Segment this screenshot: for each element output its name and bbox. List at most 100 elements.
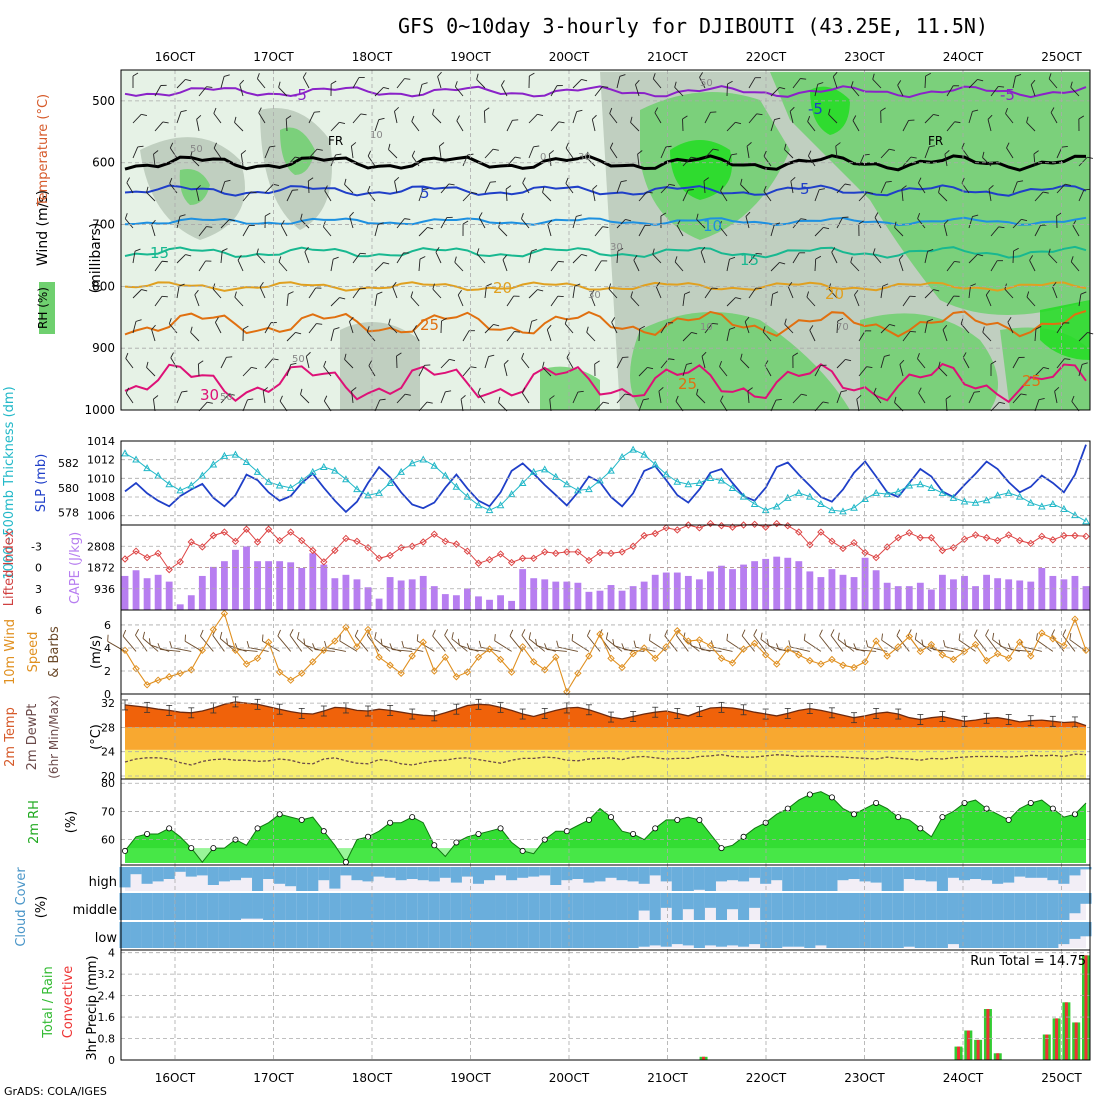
top-date-label: 24OCT	[943, 50, 984, 64]
cape-bar	[188, 595, 195, 610]
rh-point	[343, 860, 348, 865]
cape-bar	[475, 596, 482, 610]
cape-bar	[508, 601, 515, 610]
cape-bar	[552, 582, 559, 610]
cloud-low-bar	[374, 922, 385, 948]
cape-bar	[829, 569, 836, 610]
precip-tick-label: 2.4	[98, 990, 116, 1003]
cape-bar	[729, 569, 736, 610]
barb-flag	[302, 639, 307, 646]
rh-contour-label: 0	[540, 152, 546, 163]
bottom-date-label: 22OCT	[746, 1071, 787, 1085]
temp-contour-label: 25	[678, 375, 697, 393]
pressure-tick-label: 1000	[84, 403, 115, 417]
rh-point	[1028, 800, 1033, 805]
thickness-point	[122, 450, 128, 456]
surface-wind-barb	[802, 634, 824, 652]
bottom-date-label: 23OCT	[844, 1071, 885, 1085]
cloud-high-bar	[462, 867, 473, 877]
barb-staff	[392, 650, 412, 652]
barb-staff	[510, 636, 523, 652]
surface-wind-barb	[818, 630, 837, 652]
dewpoint-band	[125, 750, 1086, 779]
cape-bar	[365, 587, 372, 610]
cape-bar	[784, 558, 791, 610]
cloud-high-bar	[153, 867, 164, 881]
cloud-middle-bar	[296, 893, 307, 920]
barb-flag	[225, 638, 230, 645]
barb-staff	[123, 636, 136, 651]
rh-point	[1050, 806, 1055, 811]
cloud-high-bar	[1025, 867, 1036, 878]
cloud-high-bar	[661, 867, 672, 881]
cape-bar	[707, 571, 714, 610]
cape-bar	[740, 565, 747, 610]
cloud-high-bar	[351, 867, 362, 880]
cloud-middle-bar	[804, 893, 815, 920]
cape-bar	[928, 590, 935, 610]
cloud-middle-bar	[815, 893, 826, 920]
cloud-middle-bar	[407, 893, 418, 920]
barb-flag	[836, 633, 842, 640]
cape-bar	[221, 561, 228, 610]
cloud-high-bar	[374, 867, 385, 877]
cape-tick-label: 1872	[87, 562, 115, 575]
cloud-low-bar	[628, 922, 639, 948]
barb-flag	[323, 641, 327, 647]
cloud-high-bar	[561, 867, 572, 880]
cloud-high-bar	[517, 867, 528, 878]
cloud-middle-bar	[871, 893, 882, 920]
surface-wind-barb	[555, 641, 579, 652]
cloud-high-bar	[539, 867, 550, 875]
cloud-middle-bar	[351, 893, 362, 920]
cape-bar	[619, 591, 626, 610]
surface-wind-barb	[225, 638, 249, 651]
cloud-high-bar	[495, 867, 506, 875]
cloud-low-bar	[285, 922, 296, 948]
cloud-middle-bar	[628, 893, 639, 920]
cape-bar	[133, 570, 140, 610]
cloud-high-bar	[815, 867, 826, 891]
rh-point	[896, 814, 901, 819]
cloud-high-bar	[252, 867, 263, 891]
li-tick-label: 3	[35, 583, 42, 596]
barb-flag	[633, 641, 637, 648]
cloud-low-bar	[793, 922, 804, 947]
cloud-middle-bar	[550, 893, 561, 920]
cloud-middle-bar	[826, 893, 837, 920]
barb-flag	[1061, 629, 1068, 635]
cloud-middle-bar	[959, 893, 970, 920]
rh-point	[432, 843, 437, 848]
cloud-high-bar	[285, 867, 296, 886]
li-tick-label: 0	[35, 562, 42, 575]
rh-contour-label: 50	[292, 354, 305, 365]
precip-run-total: Run Total = 14.75	[970, 954, 1086, 969]
cape-bar	[884, 583, 891, 610]
rh-point	[608, 814, 613, 819]
surface-wind-barb	[1067, 633, 1089, 651]
cloud-middle-bar	[594, 893, 605, 920]
temp-contour-label: 5	[800, 180, 810, 198]
cloud-high-bar	[738, 867, 749, 881]
cloud-low-bar	[186, 922, 197, 948]
ylabel-wind-unit: (m/s)	[89, 635, 104, 669]
barb-flag	[527, 632, 533, 639]
cloud-low-bar	[981, 922, 992, 948]
barb-flag	[895, 630, 902, 636]
ylabel-precip: 3hr Precip (mm)	[85, 955, 100, 1060]
pressure-tick-label: 900	[92, 341, 115, 355]
cloud-middle-bar	[749, 893, 760, 908]
ylabel-rh: RH (%)	[36, 287, 50, 329]
surface-wind-barb	[295, 632, 316, 651]
cape-bar	[983, 575, 990, 610]
cape-bar	[530, 578, 537, 610]
cloud-low-bar	[1069, 922, 1080, 939]
cloud-low-bar	[484, 922, 495, 948]
rh-point	[697, 817, 702, 822]
temp-contour-label: 30	[200, 386, 219, 404]
top-date-label: 20OCT	[549, 50, 590, 64]
precip-convective-bar	[996, 1053, 999, 1060]
bottom-date-label: 16OCT	[155, 1071, 196, 1085]
cloud-middle-bar	[274, 893, 285, 920]
cape-bar	[122, 576, 129, 610]
